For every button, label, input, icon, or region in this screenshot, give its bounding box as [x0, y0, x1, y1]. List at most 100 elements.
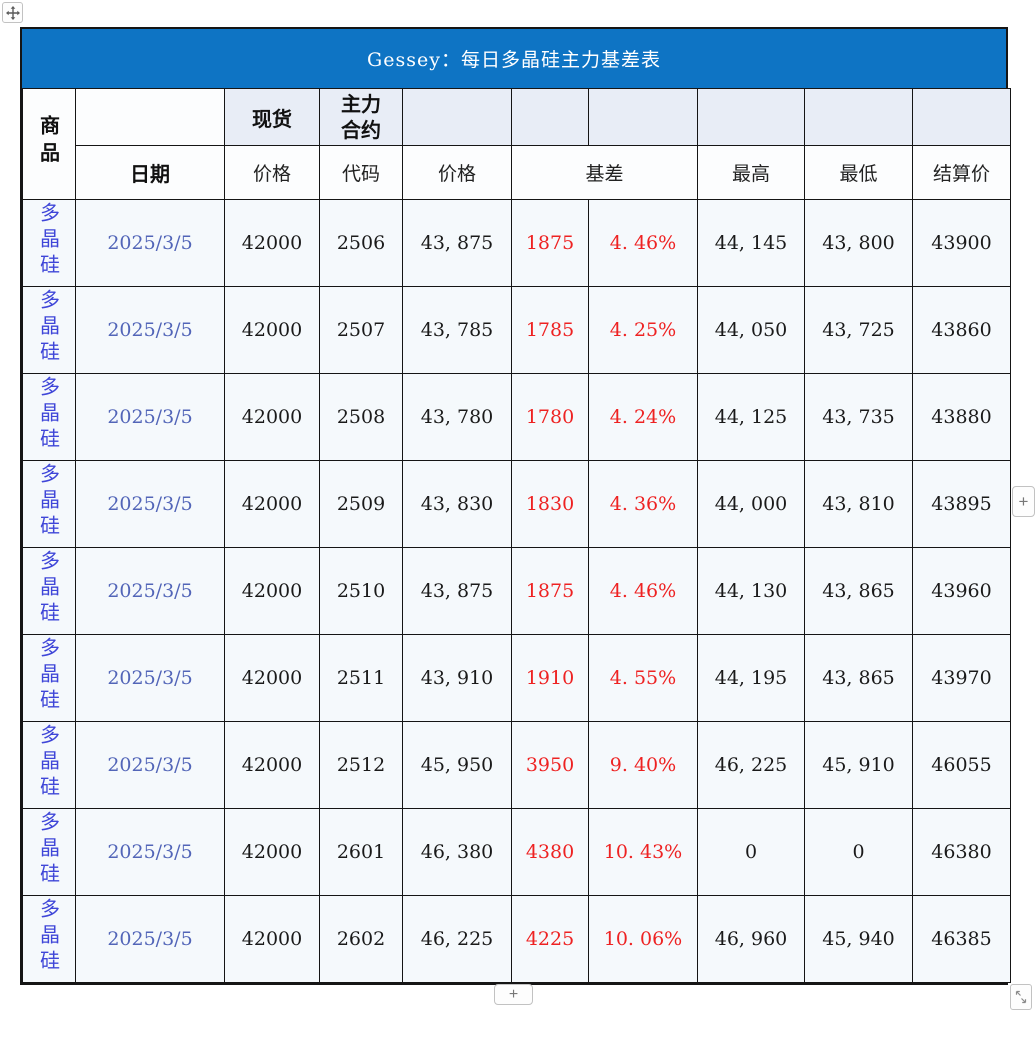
cell-basis[interactable]: 1785	[511, 286, 589, 374]
table-resize-handle[interactable]	[1010, 984, 1032, 1010]
cell-date[interactable]: 2025/3/5	[75, 373, 225, 461]
cell-high[interactable]: 44, 000	[697, 460, 805, 548]
cell-high[interactable]: 44, 195	[697, 634, 805, 722]
cell-price[interactable]: 43, 875	[402, 199, 512, 287]
cell-basis-pct[interactable]: 4. 36%	[588, 460, 698, 548]
cell-spot-price[interactable]: 42000	[224, 721, 320, 809]
cell-settle[interactable]: 43880	[912, 373, 1011, 461]
cell-basis[interactable]: 4225	[511, 895, 589, 983]
cell-low[interactable]: 43, 800	[804, 199, 913, 287]
cell-commodity[interactable]: 多晶硅	[22, 199, 76, 287]
header-basis[interactable]: 基差	[511, 145, 698, 200]
cell-basis-pct[interactable]: 10. 43%	[588, 808, 698, 896]
cell-spot-price[interactable]: 42000	[224, 895, 320, 983]
header-blank-cell[interactable]	[75, 88, 225, 146]
cell-low[interactable]: 0	[804, 808, 913, 896]
cell-high[interactable]: 0	[697, 808, 805, 896]
cell-basis[interactable]: 1875	[511, 199, 589, 287]
cell-spot-price[interactable]: 42000	[224, 460, 320, 548]
cell-low[interactable]: 43, 735	[804, 373, 913, 461]
cell-code[interactable]: 2509	[319, 460, 403, 548]
cell-low[interactable]: 45, 940	[804, 895, 913, 983]
cell-basis-pct[interactable]: 4. 24%	[588, 373, 698, 461]
cell-high[interactable]: 44, 050	[697, 286, 805, 374]
cell-basis[interactable]: 1910	[511, 634, 589, 722]
cell-basis[interactable]: 1875	[511, 547, 589, 635]
cell-date[interactable]: 2025/3/5	[75, 895, 225, 983]
header-main-contract[interactable]: 主力 合约	[319, 88, 403, 146]
cell-basis[interactable]: 1830	[511, 460, 589, 548]
header-high[interactable]: 最高	[697, 145, 805, 200]
cell-date[interactable]: 2025/3/5	[75, 547, 225, 635]
cell-settle[interactable]: 43970	[912, 634, 1011, 722]
cell-commodity[interactable]: 多晶硅	[22, 373, 76, 461]
cell-settle[interactable]: 43860	[912, 286, 1011, 374]
cell-settle[interactable]: 46380	[912, 808, 1011, 896]
cell-basis-pct[interactable]: 9. 40%	[588, 721, 698, 809]
cell-high[interactable]: 46, 225	[697, 721, 805, 809]
cell-basis-pct[interactable]: 4. 46%	[588, 547, 698, 635]
cell-code[interactable]: 2506	[319, 199, 403, 287]
cell-low[interactable]: 45, 910	[804, 721, 913, 809]
cell-price[interactable]: 43, 830	[402, 460, 512, 548]
cell-commodity[interactable]: 多晶硅	[22, 547, 76, 635]
cell-high[interactable]: 44, 125	[697, 373, 805, 461]
cell-settle[interactable]: 46055	[912, 721, 1011, 809]
cell-spot-price[interactable]: 42000	[224, 286, 320, 374]
cell-basis[interactable]: 1780	[511, 373, 589, 461]
cell-code[interactable]: 2511	[319, 634, 403, 722]
cell-settle[interactable]: 46385	[912, 895, 1011, 983]
cell-code[interactable]: 2510	[319, 547, 403, 635]
cell-basis-pct[interactable]: 4. 46%	[588, 199, 698, 287]
cell-low[interactable]: 43, 810	[804, 460, 913, 548]
cell-settle[interactable]: 43895	[912, 460, 1011, 548]
cell-code[interactable]: 2602	[319, 895, 403, 983]
cell-settle[interactable]: 43900	[912, 199, 1011, 287]
cell-low[interactable]: 43, 865	[804, 547, 913, 635]
header-code[interactable]: 代码	[319, 145, 403, 200]
cell-date[interactable]: 2025/3/5	[75, 808, 225, 896]
header-spot-price[interactable]: 价格	[224, 145, 320, 200]
cell-price[interactable]: 45, 950	[402, 721, 512, 809]
cell-spot-price[interactable]: 42000	[224, 634, 320, 722]
cell-basis[interactable]: 3950	[511, 721, 589, 809]
cell-date[interactable]: 2025/3/5	[75, 634, 225, 722]
cell-low[interactable]: 43, 725	[804, 286, 913, 374]
cell-commodity[interactable]: 多晶硅	[22, 460, 76, 548]
cell-high[interactable]: 44, 145	[697, 199, 805, 287]
cell-price[interactable]: 46, 225	[402, 895, 512, 983]
cell-code[interactable]: 2512	[319, 721, 403, 809]
cell-commodity[interactable]: 多晶硅	[22, 721, 76, 809]
cell-price[interactable]: 43, 785	[402, 286, 512, 374]
cell-price[interactable]: 43, 910	[402, 634, 512, 722]
cell-spot-price[interactable]: 42000	[224, 808, 320, 896]
cell-spot-price[interactable]: 42000	[224, 199, 320, 287]
cell-code[interactable]: 2507	[319, 286, 403, 374]
cell-basis-pct[interactable]: 10. 06%	[588, 895, 698, 983]
cell-spot-price[interactable]: 42000	[224, 373, 320, 461]
header-strip-cell[interactable]	[912, 88, 1011, 146]
header-strip-cell[interactable]	[402, 88, 512, 146]
cell-price[interactable]: 43, 780	[402, 373, 512, 461]
header-date[interactable]: 日期	[75, 145, 225, 200]
cell-commodity[interactable]: 多晶硅	[22, 808, 76, 896]
table-move-handle[interactable]	[2, 2, 23, 23]
cell-commodity[interactable]: 多晶硅	[22, 286, 76, 374]
cell-basis[interactable]: 4380	[511, 808, 589, 896]
cell-date[interactable]: 2025/3/5	[75, 460, 225, 548]
cell-commodity[interactable]: 多晶硅	[22, 895, 76, 983]
cell-code[interactable]: 2601	[319, 808, 403, 896]
header-commodity[interactable]: 商品	[22, 88, 76, 200]
header-spot[interactable]: 现货	[224, 88, 320, 146]
header-settle[interactable]: 结算价	[912, 145, 1011, 200]
header-price[interactable]: 价格	[402, 145, 512, 200]
cell-spot-price[interactable]: 42000	[224, 547, 320, 635]
cell-code[interactable]: 2508	[319, 373, 403, 461]
cell-date[interactable]: 2025/3/5	[75, 199, 225, 287]
add-column-button[interactable]: +	[1012, 486, 1035, 517]
cell-basis-pct[interactable]: 4. 55%	[588, 634, 698, 722]
cell-high[interactable]: 46, 960	[697, 895, 805, 983]
header-strip-cell[interactable]	[511, 88, 589, 146]
add-row-button[interactable]: +	[494, 984, 533, 1005]
header-low[interactable]: 最低	[804, 145, 913, 200]
